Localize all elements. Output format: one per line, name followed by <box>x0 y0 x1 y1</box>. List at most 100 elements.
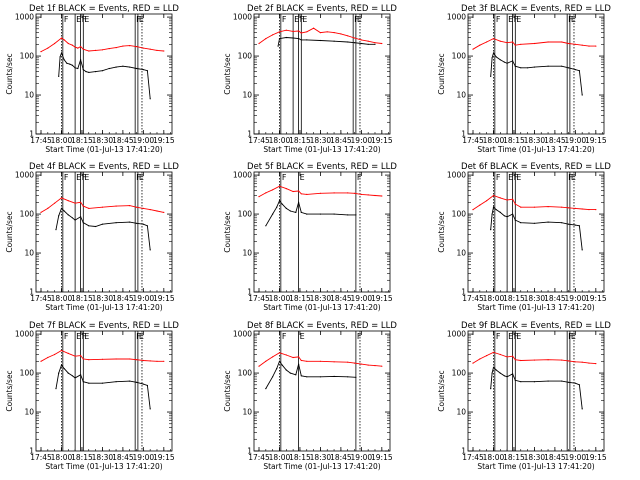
y-axis-label: Counts/sec <box>223 53 232 94</box>
marker-label: E <box>294 15 299 24</box>
lld-point <box>156 49 158 52</box>
lld-point <box>115 358 117 360</box>
panel-det-7: Det 7f BLACK = Events, RED = LLD 1 10 100 10… <box>5 321 179 471</box>
lld-point <box>88 207 90 209</box>
lld-point <box>285 354 287 356</box>
y-tick-label: 1 <box>461 447 466 456</box>
events-point <box>101 223 103 225</box>
x-tick-label: 19:15 <box>371 453 393 462</box>
x-tick-label: 18:45 <box>112 136 134 145</box>
panel-title: Det 4f BLACK = Events, RED = LLD <box>29 162 179 172</box>
lld-point <box>101 49 103 51</box>
lld-point <box>360 39 362 41</box>
events-point <box>74 219 76 221</box>
events-point <box>490 75 492 77</box>
panel-title: Det 5f BLACK = Events, RED = LLD <box>247 162 397 172</box>
y-axis-label: Counts/sec <box>437 370 446 411</box>
plot-frame <box>253 13 391 135</box>
marker-label: F <box>568 332 573 341</box>
lld-series-line <box>472 351 596 365</box>
y-tick-label: 1 <box>461 288 466 297</box>
lld-point <box>101 206 103 208</box>
events-point <box>58 75 60 77</box>
lld-point <box>547 41 549 43</box>
lld-point <box>561 359 563 361</box>
events-point <box>367 43 369 45</box>
lld-point <box>374 365 376 367</box>
marker-label: E <box>84 173 89 182</box>
y-tick-label: 10 <box>242 408 252 417</box>
marker-label: E <box>300 173 305 182</box>
events-point <box>503 215 505 217</box>
events-point <box>574 382 576 384</box>
y-tick-label: 1 <box>29 130 34 139</box>
lld-point <box>74 202 76 204</box>
events-series-line <box>265 199 356 227</box>
events-point <box>278 360 281 362</box>
events-point <box>347 214 349 216</box>
marker-label: E <box>300 332 305 341</box>
events-series-line <box>490 51 583 96</box>
events-point <box>60 207 63 209</box>
x-tick-label: 17:45 <box>248 453 270 462</box>
events-point <box>298 38 300 40</box>
lld-point <box>149 209 151 211</box>
lld-point <box>479 44 481 46</box>
events-point <box>360 42 362 45</box>
lld-point <box>347 361 349 363</box>
lld-point <box>533 206 536 208</box>
events-series-line <box>277 37 375 47</box>
events-point <box>347 41 349 43</box>
x-tick-label: 18:00 <box>269 136 291 145</box>
events-point <box>495 209 497 211</box>
lld-point <box>142 359 144 362</box>
x-tick-label: 18:00 <box>51 136 73 145</box>
lld-point <box>135 206 138 208</box>
events-point <box>374 43 376 45</box>
lld-point <box>265 38 267 40</box>
lld-point <box>492 194 495 197</box>
y-tick-label: 100 <box>238 210 253 219</box>
lld-point <box>82 358 84 360</box>
y-tick-label: 100 <box>452 52 467 61</box>
x-tick-label: 19:15 <box>585 294 607 303</box>
lld-point <box>135 46 138 48</box>
lld-point <box>506 199 508 201</box>
events-point <box>520 381 522 383</box>
events-point <box>63 59 65 61</box>
lld-point <box>319 360 321 362</box>
y-tick-label: 10 <box>456 91 466 100</box>
lld-point <box>588 362 590 364</box>
events-point <box>581 408 583 410</box>
lld-point <box>472 48 474 50</box>
lld-point <box>82 48 84 50</box>
marker-label: E <box>516 173 521 182</box>
panel-title: Det 3f BLACK = Events, RED = LLD <box>461 4 611 14</box>
lld-point <box>360 193 362 195</box>
events-point <box>146 225 148 227</box>
panel-title: Det 2f BLACK = Events, RED = LLD <box>247 4 397 14</box>
marker-label: F <box>282 15 287 24</box>
x-tick-label: 19:15 <box>585 136 607 145</box>
lld-point <box>313 27 315 29</box>
events-point <box>298 201 300 203</box>
x-tick-label: 17:45 <box>462 136 484 145</box>
x-tick-label: 18:45 <box>544 453 566 462</box>
lld-point <box>71 44 73 46</box>
events-point <box>60 52 63 54</box>
y-tick-label: 100 <box>238 52 253 61</box>
lld-point <box>381 195 383 197</box>
y-axis-label: Counts/sec <box>437 53 446 94</box>
lld-point <box>278 352 281 354</box>
events-point <box>276 368 278 370</box>
marker-label: E <box>302 15 307 24</box>
events-point <box>272 376 274 378</box>
events-point <box>278 200 281 202</box>
lld-point <box>60 37 63 39</box>
events-series-line <box>490 206 583 250</box>
events-point <box>289 372 291 374</box>
events-point <box>58 372 60 374</box>
x-tick-label: 18:30 <box>310 136 332 145</box>
events-point <box>80 374 82 376</box>
panel-det-1: Det 1f BLACK = Events, RED = LLD 1 10 100 10… <box>5 4 179 154</box>
